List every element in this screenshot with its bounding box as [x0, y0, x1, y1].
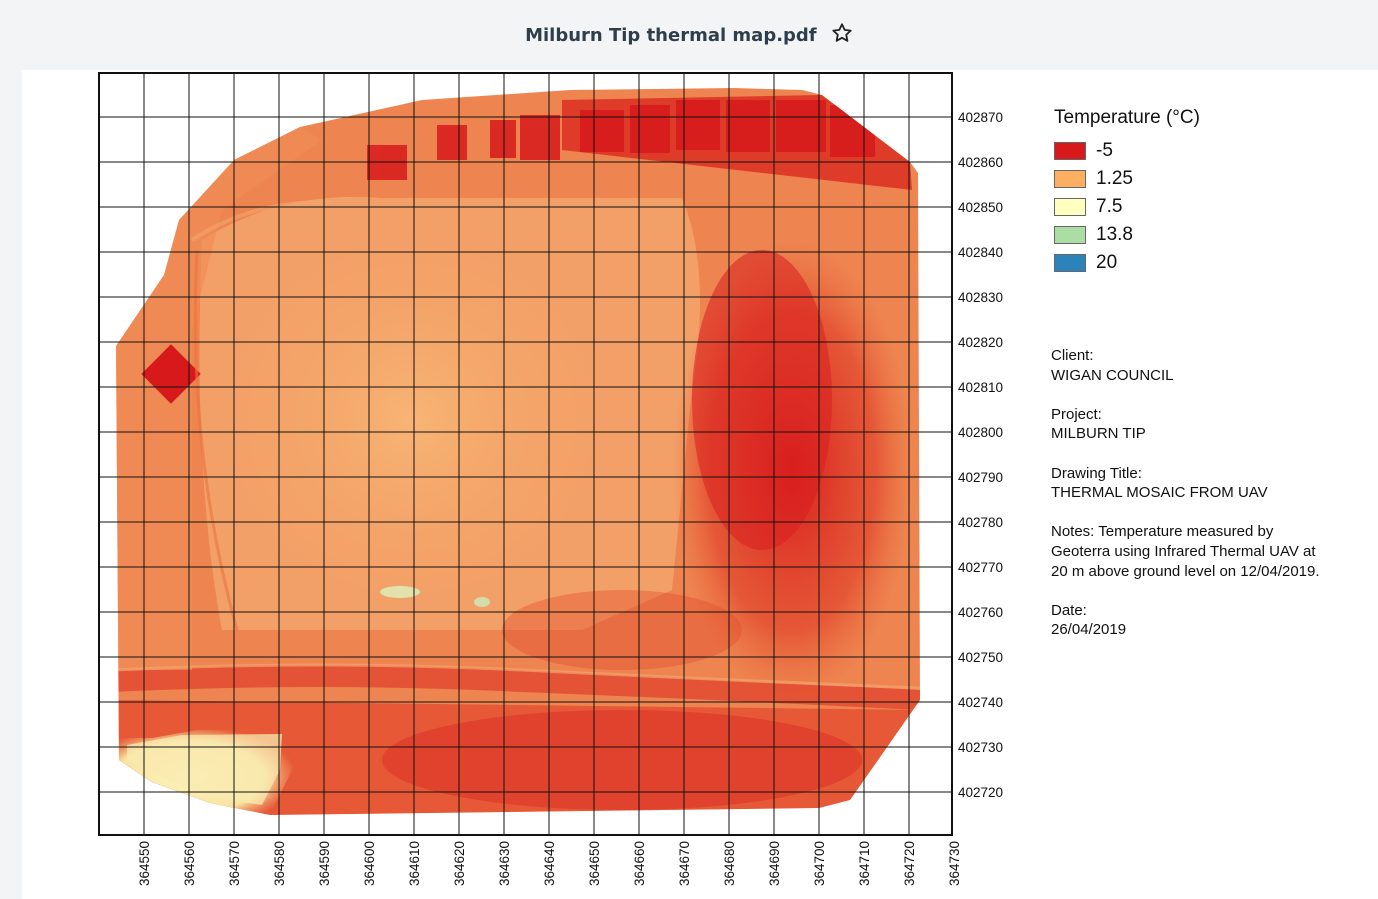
legend-swatch [1054, 226, 1086, 244]
x-tick-label: 364720 [902, 841, 917, 886]
legend-label: -5 [1096, 140, 1113, 161]
legend-label: 13.8 [1096, 224, 1133, 245]
client-value: WIGAN COUNCIL [1051, 366, 1174, 384]
drawing-title-value: THERMAL MOSAIC FROM UAV [1051, 484, 1268, 502]
x-tick-label: 364620 [452, 841, 467, 886]
map-grid [99, 73, 952, 835]
project-label: Project: [1051, 405, 1102, 423]
thermal-mosaic [116, 88, 920, 815]
y-tick-label: 402850 [958, 200, 1003, 215]
date-label: Date: [1051, 601, 1087, 619]
pdf-page: 402870 402860 402850 402840 402830 402820 4028… [22, 70, 1378, 899]
y-tick-label: 402820 [958, 335, 1003, 350]
client-label: Client: [1051, 347, 1094, 364]
drawing-info-panel: Client: WIGAN COUNCIL Project: MILBURN T… [1051, 346, 1371, 660]
date-value: 26/04/2019 [1051, 621, 1127, 639]
x-axis-labels: 364550 364560 364570 364580 364590 364600 3646… [137, 841, 962, 886]
document-title: Milburn Tip thermal map.pdf [525, 25, 817, 46]
star-icon[interactable] [831, 22, 853, 49]
y-tick-label: 402760 [958, 605, 1003, 620]
notes-line-2: Geoterra using Infrared Thermal UAV at [1051, 542, 1316, 560]
legend-swatch [1054, 170, 1086, 188]
legend-swatch [1054, 198, 1086, 216]
x-tick-label: 364650 [587, 841, 602, 886]
y-tick-label: 402870 [958, 110, 1003, 125]
y-tick-label: 402770 [958, 560, 1003, 575]
thermal-map: 402870 402860 402850 402840 402830 402820 4028… [98, 72, 1003, 886]
x-tick-label: 364730 [947, 841, 962, 886]
x-tick-label: 364590 [317, 841, 332, 886]
y-tick-label: 402830 [958, 290, 1003, 305]
project-value: MILBURN TIP [1051, 425, 1146, 443]
y-tick-label: 402730 [958, 740, 1003, 755]
y-tick-label: 402720 [958, 785, 1003, 800]
y-tick-label: 402800 [958, 425, 1003, 440]
x-tick-label: 364600 [362, 841, 377, 886]
x-tick-label: 364710 [857, 841, 872, 886]
x-tick-label: 364550 [137, 841, 152, 886]
notes-line-3: 20 m above ground level on 12/04/2019. [1051, 562, 1320, 580]
x-tick-label: 364610 [407, 841, 422, 886]
document-title-bar: Milburn Tip thermal map.pdf [0, 22, 1378, 49]
map-frame-border [98, 72, 953, 836]
notes-line-1: Notes: Temperature measured by [1051, 523, 1274, 541]
legend-label: 7.5 [1096, 196, 1123, 217]
x-tick-label: 364560 [182, 841, 197, 886]
legend-swatch [1054, 254, 1086, 272]
legend-title: Temperature (°C) [1054, 107, 1200, 128]
document-toolbar: Milburn Tip thermal map.pdf [0, 0, 1378, 70]
y-tick-label: 402810 [958, 380, 1003, 395]
legend-label: 20 [1096, 252, 1118, 273]
x-tick-label: 364700 [812, 841, 827, 886]
x-tick-label: 364670 [677, 841, 692, 886]
y-tick-label: 402860 [958, 155, 1003, 170]
legend-swatch [1054, 142, 1086, 160]
y-tick-label: 402840 [958, 245, 1003, 260]
y-tick-label: 402780 [958, 515, 1003, 530]
drawing-title-label: Drawing Title: [1051, 464, 1142, 482]
x-tick-label: 364570 [227, 841, 242, 886]
x-tick-label: 364690 [767, 841, 782, 886]
x-tick-label: 364630 [497, 841, 512, 886]
x-tick-label: 364660 [632, 841, 647, 886]
x-tick-label: 364680 [722, 841, 737, 886]
y-tick-label: 402740 [958, 695, 1003, 710]
y-tick-label: 402750 [958, 650, 1003, 665]
legend-label: 1.25 [1096, 168, 1133, 189]
y-tick-label: 402790 [958, 470, 1003, 485]
y-axis-labels: 402870 402860 402850 402840 402830 402820 4028… [958, 110, 1003, 800]
x-tick-label: 364640 [542, 841, 557, 886]
x-tick-label: 364580 [272, 841, 287, 886]
